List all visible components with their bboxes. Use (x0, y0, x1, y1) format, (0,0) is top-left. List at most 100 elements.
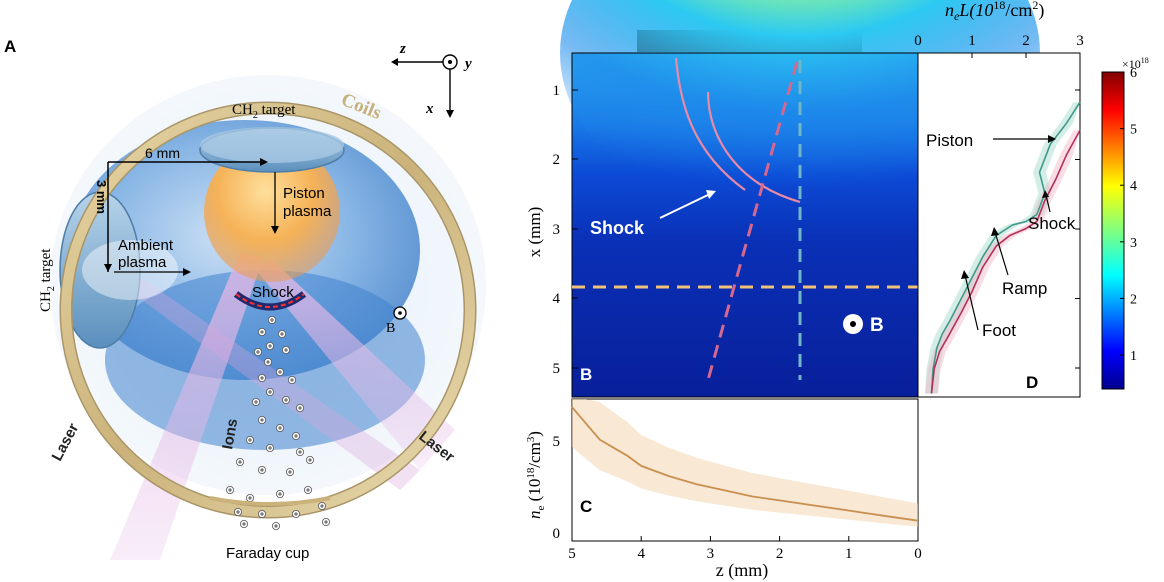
piston-label-1: Piston (283, 185, 325, 202)
shock-arrow-b-line (659, 193, 711, 219)
shock-label-a: Shock (252, 284, 294, 301)
c-x-tick-label: 0 (914, 546, 922, 562)
laser-beam-right (256, 258, 455, 470)
d-x-tick-label: 3 (1076, 33, 1084, 49)
ch2-target-top-label: CH2 target (232, 102, 296, 121)
ions-label: Ions (219, 417, 241, 450)
c-x-tick-label: 3 (707, 546, 715, 562)
piston-plasma-region (204, 142, 340, 282)
piston-arrowhead-d (1048, 135, 1056, 143)
foot-arrowhead-d (961, 270, 969, 279)
ambient-label-1: Ambient (118, 237, 174, 254)
y-tick-label-3: 3 (553, 222, 561, 238)
faraday-cup-shape (209, 496, 331, 506)
foot-label-d: Foot (982, 321, 1016, 340)
shock-contour-outer (674, 57, 746, 191)
colorbar-tick-label: 6 (1130, 66, 1137, 81)
c-x-tick-label: 1 (845, 546, 853, 562)
c-y-tick-label-0: 0 (553, 526, 561, 542)
d-x-tick-label: 1 (968, 33, 976, 49)
dist-6mm-label: 6 mm (145, 145, 180, 161)
shock-arrowhead-d (1042, 190, 1049, 198)
oblique-dashed-line (706, 61, 799, 381)
colorbar-exponent: ×1018 (1122, 56, 1149, 71)
laser-label-left: Laser (49, 420, 83, 463)
ramp-arrow-d (994, 231, 1009, 276)
colorbar-tick-label: 2 (1130, 292, 1137, 307)
piston-arrowhead (271, 226, 279, 234)
axis-x-label: x (425, 101, 434, 117)
axis-y-dot (448, 60, 452, 64)
coil-ring (61, 103, 475, 517)
panel-d-band-2 (925, 130, 1080, 394)
arrowhead-6mm (260, 158, 268, 166)
panel-d-frame (917, 52, 1081, 398)
ion-dots (225, 315, 330, 531)
b-field-dot (398, 311, 402, 315)
panel-c-xlabel: z (mm) (716, 560, 768, 581)
piston-label-d: Piston (926, 131, 973, 150)
c-x-tick-label: 2 (776, 546, 784, 562)
panel-d-x-ticks: 0 1 2 3 (914, 33, 1084, 369)
axis-z-label: z (399, 41, 406, 57)
c-x-tick-label: 4 (637, 546, 645, 562)
panel-b-ylabel: x (mm) (525, 207, 544, 258)
shock-label-b: Shock (590, 218, 645, 238)
axis-z-arrowhead (391, 58, 398, 66)
b-field-label-b: B (870, 315, 884, 336)
dist-3mm-label: 3 mm (94, 180, 109, 214)
piston-label-2: plasma (283, 203, 332, 220)
panel-d-label: D (1026, 373, 1038, 392)
d-x-tick-label: 0 (914, 33, 922, 49)
ramp-label-d: Ramp (1002, 279, 1047, 298)
shock-contour-inner (706, 91, 801, 204)
panel-c-series-line (571, 406, 919, 522)
b-field-symbol-b-dot (850, 321, 856, 327)
faraday-cup-label: Faraday cup (226, 545, 309, 562)
c-y-tick-label-5: 5 (553, 434, 561, 450)
y-tick-label-1: 1 (553, 83, 561, 99)
shock-arrow-b-head (706, 190, 716, 199)
colorbar-tick-label: 5 (1130, 123, 1137, 138)
b-field-label-a: B (386, 321, 395, 336)
panel-d-band-1 (925, 102, 1080, 394)
shock-front-highlight (235, 293, 305, 308)
laser-beam-left (110, 252, 263, 560)
panel-c-x-ticks: 5 4 3 2 1 0 (568, 536, 922, 562)
ambient-arrowhead (183, 268, 191, 276)
colorbar-ticks: 1 2 3 4 5 6 (1120, 66, 1137, 364)
y-tick-label-4: 4 (553, 291, 561, 307)
panel-b-y-ticks: 1 2 3 4 5 (553, 83, 578, 377)
panel-c-error-band (572, 399, 918, 527)
panel-b-label: B (580, 365, 592, 384)
colorbar-gradient (1101, 71, 1125, 390)
foot-arrow-d (964, 274, 979, 331)
c-x-tick-label: 5 (568, 546, 576, 562)
shock-arrow-d (1045, 194, 1051, 213)
shock-label-d: Shock (1028, 214, 1076, 233)
y-tick-label-2: 2 (553, 152, 561, 168)
ch2-target-left-label: CH2 target (38, 248, 57, 312)
colorbar-tick-label: 1 (1130, 349, 1137, 364)
ambient-label-2: plasma (118, 254, 167, 271)
axis-y-label: y (463, 56, 472, 72)
y-tick-label-5: 5 (553, 361, 561, 377)
panel-c-ylabel: ne (1018/cm3) (525, 431, 547, 519)
colorbar: ×1018 1 2 3 4 5 6 (1101, 56, 1149, 390)
arrowhead-3mm (104, 264, 112, 272)
ramp-arrowhead-d (991, 227, 999, 236)
panel-d: 0 1 2 3 neL(1018/cm2) Piston Shock Ramp Foo… (914, 0, 1084, 398)
d-x-tick-label: 2 (1022, 33, 1030, 49)
colorbar-tick-label: 3 (1130, 236, 1137, 251)
colorbar-tick-label: 4 (1130, 179, 1137, 194)
panel-c-y-ticks: 5 0 (553, 434, 561, 542)
panel-a: A Coils CH2 target CH2 target 6 mm 3 mm (4, 37, 486, 562)
panel-c-label: C (580, 497, 592, 516)
panel-d-title: neL(1018/cm2) (945, 0, 1044, 23)
panel-d-series-2 (930, 129, 1081, 394)
panel-a-label: A (4, 37, 16, 56)
axis-x-arrowhead (446, 110, 454, 118)
target-left-glow (82, 240, 178, 300)
